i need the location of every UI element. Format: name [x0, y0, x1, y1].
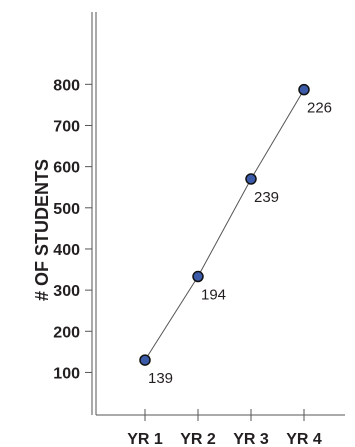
y-tick-label: 300	[53, 283, 80, 300]
y-tick-label: 200	[53, 324, 80, 341]
y-tick-label: 400	[53, 242, 80, 259]
data-point	[298, 83, 310, 96]
x-tick-label: YR 3	[233, 431, 269, 447]
x-tick-label: YR 2	[180, 431, 216, 447]
data-label: 239	[254, 189, 279, 206]
y-tick-label: 500	[53, 201, 80, 218]
y-ticks: 100 200 300 400 500 600 700 800	[53, 77, 92, 382]
y-tick-label: 800	[53, 77, 80, 94]
axes	[91, 12, 345, 416]
series-line-path	[144, 89, 305, 361]
y-tick-label: 700	[53, 118, 80, 135]
y-axis-label: # OF STUDENTS	[32, 159, 52, 301]
data-label: 139	[148, 370, 173, 387]
data-label: 194	[201, 287, 226, 304]
data-point	[139, 354, 151, 366]
data-point	[245, 173, 257, 185]
data-point	[192, 270, 204, 283]
y-tick-label: 600	[53, 160, 80, 177]
x-ticks: YR 1 YR 2 YR 3 YR 4	[127, 409, 322, 447]
x-tick-label: YR 4	[286, 431, 322, 447]
x-tick-label: YR 1	[127, 431, 163, 447]
data-label: 226	[307, 100, 332, 117]
y-tick-label: 100	[53, 365, 80, 382]
series-line: 139 194 239 226	[139, 83, 332, 387]
